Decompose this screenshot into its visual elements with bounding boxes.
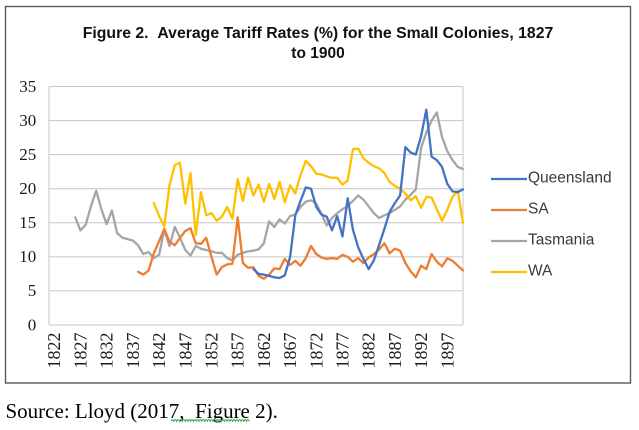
svg-text:1877: 1877 <box>333 333 353 369</box>
svg-text:Source: Lloyd (2017, Figure 2: Source: Lloyd (2017, Figure 2). <box>6 399 278 423</box>
svg-text:1867: 1867 <box>280 333 300 369</box>
svg-text:1837: 1837 <box>123 333 143 369</box>
svg-text:1872: 1872 <box>306 333 326 369</box>
svg-text:1862: 1862 <box>254 333 274 369</box>
svg-text:Queensland: Queensland <box>528 170 612 187</box>
svg-text:to 1900: to 1900 <box>291 45 344 62</box>
svg-text:35: 35 <box>19 77 36 96</box>
svg-text:1847: 1847 <box>175 333 195 369</box>
svg-text:30: 30 <box>19 111 36 130</box>
svg-text:1822: 1822 <box>44 333 64 369</box>
svg-text:1892: 1892 <box>411 333 431 369</box>
svg-text:1857: 1857 <box>228 333 248 369</box>
svg-text:15: 15 <box>19 213 36 232</box>
svg-text:WA: WA <box>528 263 553 280</box>
svg-text:1832: 1832 <box>97 333 117 369</box>
svg-text:20: 20 <box>19 179 36 198</box>
svg-text:5: 5 <box>28 281 37 300</box>
svg-text:1842: 1842 <box>149 333 169 369</box>
svg-text:SA: SA <box>528 201 549 218</box>
svg-text:25: 25 <box>19 145 36 164</box>
svg-text:1882: 1882 <box>359 333 379 369</box>
svg-text:Tasmania: Tasmania <box>528 232 595 249</box>
svg-text:1897: 1897 <box>437 333 457 369</box>
svg-text:1887: 1887 <box>385 333 405 369</box>
svg-text:1852: 1852 <box>202 333 222 369</box>
svg-text:0: 0 <box>28 315 37 334</box>
svg-text:10: 10 <box>19 247 36 266</box>
svg-text:1827: 1827 <box>70 333 90 369</box>
svg-text:Figure 2. Average Tariff Rate: Figure 2. Average Tariff Rates (%) for t… <box>83 25 554 42</box>
